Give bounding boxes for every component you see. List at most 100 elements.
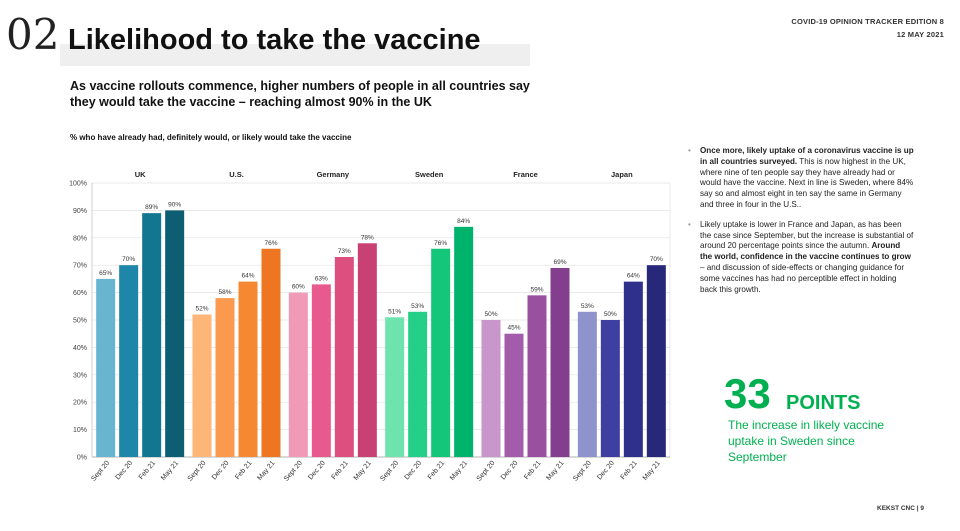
x-tick-label: Dec 20 xyxy=(596,460,616,482)
x-tick-label: Sept 20 xyxy=(379,460,400,483)
bullet-1-text: This is now highest in the UK, where nin… xyxy=(700,156,914,209)
data-label: 53% xyxy=(581,303,594,310)
x-tick-label: May 21 xyxy=(256,460,276,482)
subtitle: As vaccine rollouts commence, higher num… xyxy=(70,79,530,109)
bar xyxy=(577,311,597,457)
x-tick-label: Feb 21 xyxy=(619,460,638,481)
chart-label: % who have already had, definitely would… xyxy=(70,133,352,142)
y-tick-label: 30% xyxy=(73,372,87,379)
x-tick-label: Feb 21 xyxy=(330,460,349,481)
x-tick-label: May 21 xyxy=(449,460,469,482)
x-tick-label: Feb 21 xyxy=(523,460,542,481)
x-tick-label: May 21 xyxy=(545,460,565,482)
y-tick-label: 70% xyxy=(73,263,87,270)
y-tick-label: 20% xyxy=(73,400,87,407)
x-tick-label: Sept 20 xyxy=(283,460,304,483)
data-label: 45% xyxy=(507,325,520,332)
bar xyxy=(311,284,331,457)
page-title: Likelihood to take the vaccine xyxy=(68,24,481,56)
x-tick-label: Sept 20 xyxy=(90,460,111,483)
group-label: Sweden xyxy=(415,170,444,179)
group-label: UK xyxy=(135,170,146,179)
title-band xyxy=(60,44,530,66)
bar xyxy=(431,248,451,457)
bullet-2-post: – and discussion of side-effects or chan… xyxy=(700,262,905,294)
bar xyxy=(481,320,501,457)
bar xyxy=(454,226,474,457)
group-label: France xyxy=(513,170,538,179)
data-label: 58% xyxy=(218,289,231,296)
bar xyxy=(96,278,116,457)
bullet-dot: • xyxy=(688,146,691,155)
y-tick-label: 10% xyxy=(73,427,87,434)
bar xyxy=(408,311,428,457)
tracker-edition: COVID-19 OPINION TRACKER EDITION 8 xyxy=(791,17,944,26)
data-label: 50% xyxy=(484,311,497,318)
x-tick-label: Sept 20 xyxy=(476,460,497,483)
bar xyxy=(550,267,570,457)
data-label: 52% xyxy=(195,306,208,313)
bar xyxy=(261,248,281,457)
bar xyxy=(600,320,620,457)
y-tick-label: 60% xyxy=(73,290,87,297)
y-tick-label: 40% xyxy=(73,345,87,352)
data-label: 70% xyxy=(650,256,663,263)
bar xyxy=(215,298,235,457)
edition-date: 12 MAY 2021 xyxy=(896,30,944,39)
data-label: 89% xyxy=(145,204,158,211)
data-label: 53% xyxy=(411,303,424,310)
data-label: 64% xyxy=(241,273,254,280)
bar xyxy=(527,295,547,457)
bar xyxy=(357,243,377,457)
group-label: Japan xyxy=(611,170,633,179)
stat-description: The increase in likely vaccine uptake in… xyxy=(728,418,885,464)
bullet-2-bold: Around the world, confidence in the vacc… xyxy=(700,241,911,262)
data-label: 50% xyxy=(604,311,617,318)
data-label: 76% xyxy=(264,240,277,247)
data-label: 60% xyxy=(292,284,305,291)
x-tick-label: May 21 xyxy=(160,460,180,482)
data-label: 78% xyxy=(361,234,374,241)
group-label: U.S. xyxy=(229,170,244,179)
y-tick-label: 0% xyxy=(77,455,87,462)
bar xyxy=(334,256,354,457)
x-tick-label: Dec 20 xyxy=(211,460,231,482)
x-tick-label: Sept 20 xyxy=(572,460,593,483)
x-tick-label: Sept 20 xyxy=(187,460,208,483)
x-tick-label: Dec 20 xyxy=(307,460,327,482)
data-label: 73% xyxy=(338,248,351,255)
bar xyxy=(385,317,405,457)
data-label: 76% xyxy=(434,240,447,247)
bar xyxy=(623,281,643,457)
y-tick-label: 90% xyxy=(73,208,87,215)
data-label: 90% xyxy=(168,201,181,208)
x-tick-label: Feb 21 xyxy=(234,460,253,481)
data-label: 84% xyxy=(457,218,470,225)
x-tick-label: May 21 xyxy=(353,460,373,482)
stat-number: 33 xyxy=(724,370,771,417)
bar-chart: 0% 10% 20% 30% 40% 50% 60% 70% 80% 90% 100% UK 65% Se… xyxy=(69,170,671,483)
group-label: Germany xyxy=(317,170,350,179)
bar xyxy=(119,265,139,457)
bar xyxy=(504,333,524,457)
data-label: 69% xyxy=(553,259,566,266)
x-tick-label: May 21 xyxy=(642,460,662,482)
bar xyxy=(646,265,666,457)
x-tick-label: Dec 20 xyxy=(500,460,520,482)
x-tick-label: Dec 20 xyxy=(115,460,135,482)
bar xyxy=(238,281,258,457)
data-label: 64% xyxy=(627,273,640,280)
commentary: • Once more, likely uptake of a coronavi… xyxy=(688,146,914,304)
y-tick-label: 80% xyxy=(73,235,87,242)
y-tick-label: 100% xyxy=(69,181,87,188)
bullet-1-bold: Once more, likely uptake of a coronaviru… xyxy=(700,146,914,166)
bar xyxy=(288,292,308,457)
bar xyxy=(142,213,162,457)
data-label: 63% xyxy=(315,275,328,282)
data-label: 51% xyxy=(388,308,401,315)
bar xyxy=(192,314,212,457)
data-label: 59% xyxy=(530,286,543,293)
x-tick-label: Dec 20 xyxy=(404,460,424,482)
stat-unit: POINTS xyxy=(786,392,861,414)
bullet-1: • Once more, likely uptake of a coronavi… xyxy=(688,146,914,211)
